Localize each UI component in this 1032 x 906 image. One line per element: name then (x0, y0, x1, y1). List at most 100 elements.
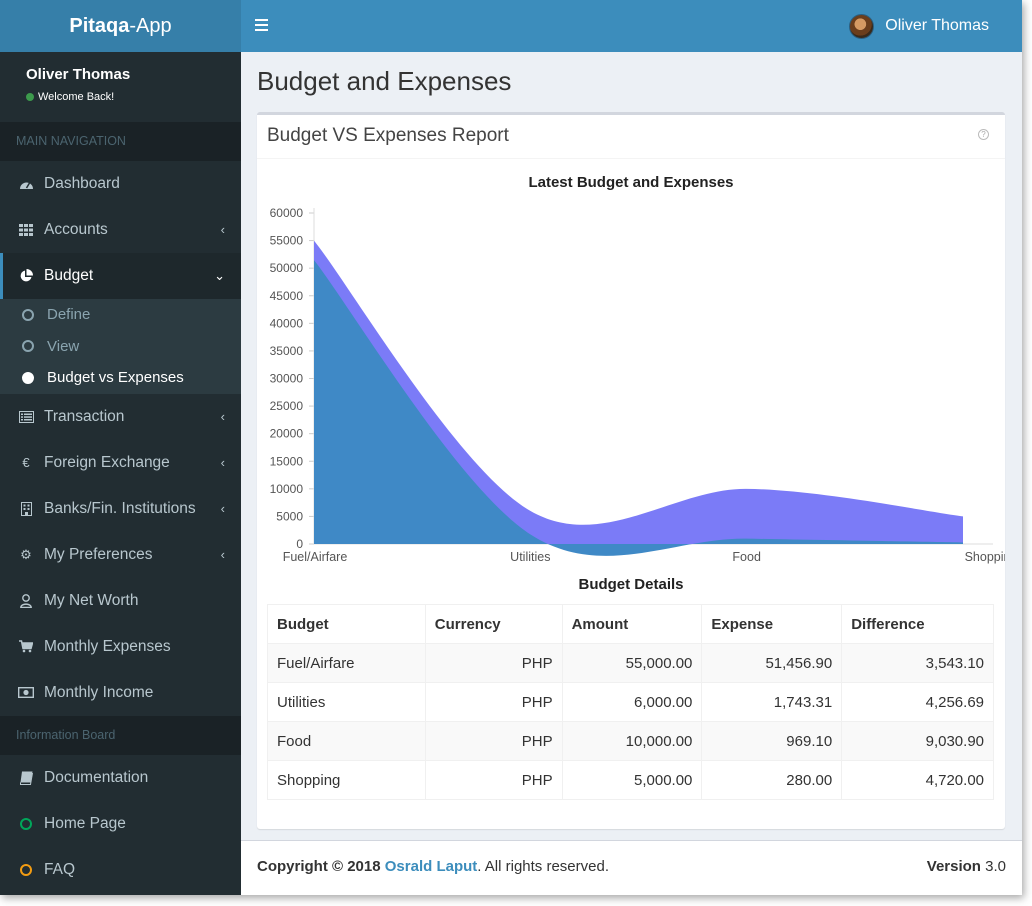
submenu-item-budget-vs-expenses[interactable]: Budget vs Expenses (0, 362, 241, 394)
submenu-item-define[interactable]: Define (0, 299, 241, 331)
y-tick-label: 30000 (270, 372, 304, 386)
sidebar-item-foreign-exchange[interactable]: € Foreign Exchange ‹ (0, 440, 241, 486)
sidebar-item-label: My Net Worth (44, 591, 139, 609)
column-header[interactable]: Currency (424, 604, 563, 644)
table-row: Food PHP 10,000.00 969.10 9,030.90 (267, 721, 994, 761)
cell-amount: 55,000.00 (561, 643, 703, 683)
rights-text: . All rights reserved. (477, 858, 609, 875)
cart-icon (18, 639, 34, 655)
version-info: Version 3.0 (927, 858, 1006, 875)
copyright: Copyright © 2018 Osrald Laput. All right… (257, 858, 609, 875)
sidebar-item-label: Monthly Expenses (44, 637, 171, 655)
cell-currency: PHP (424, 721, 563, 761)
circle-icon (22, 308, 34, 321)
sidebar-item-label: My Preferences (44, 545, 153, 563)
sidebar-item-documentation[interactable]: Documentation (0, 755, 241, 801)
sidebar-item-monthly-income[interactable]: Monthly Income (0, 670, 241, 716)
sidebar-item-label: FAQ (44, 860, 76, 878)
sidebar-item-accounts[interactable]: Accounts ‹ (0, 207, 241, 253)
page-title: Budget and Expenses (257, 66, 512, 96)
cell-amount: 6,000.00 (561, 682, 703, 722)
sidebar-item-banks[interactable]: Banks/Fin. Institutions ‹ (0, 486, 241, 532)
user-panel: Oliver Thomas Welcome Back! (0, 52, 241, 122)
sidebar-item-label: Transaction (44, 407, 125, 425)
cell-difference: 4,720.00 (841, 760, 994, 800)
report-box: Budget VS Expenses Report ? Latest Budge… (257, 112, 1018, 829)
user-icon (18, 593, 34, 609)
sidebar-item-label: Budget (44, 267, 94, 284)
cell-difference: 3,543.10 (841, 643, 994, 683)
table-row: Fuel/Airfare PHP 55,000.00 51,456.90 3,5… (267, 643, 994, 683)
submenu-label: View (47, 337, 80, 355)
column-header[interactable]: Budget (267, 604, 426, 644)
chevron-left-icon: ‹ (220, 546, 225, 562)
chevron-left-icon: ‹ (220, 222, 225, 237)
top-navbar: Oliver Thomas (241, 0, 1022, 52)
grid-icon (18, 222, 34, 238)
main-navigation-header: MAIN NAVIGATION (0, 122, 241, 161)
filled-circle-icon (22, 371, 34, 384)
column-header[interactable]: Difference (841, 604, 994, 644)
logo-bold: Pitaqa (69, 15, 130, 37)
x-tick-label: Shopping (965, 550, 1005, 564)
sidebar-item-dashboard[interactable]: Dashboard (0, 161, 241, 207)
y-tick-label: 5000 (276, 509, 303, 523)
area-chart: Latest Budget and Expenses 0 5000 10000 1500… (270, 174, 1018, 564)
budget-submenu: Define View Budget vs Expenses (0, 299, 241, 394)
sidebar-item-faq[interactable]: FAQ (0, 847, 241, 893)
sidebar-item-my-net-worth[interactable]: My Net Worth (0, 578, 241, 624)
box-title: Budget VS Expenses Report (267, 125, 509, 146)
y-tick-label: 25000 (270, 399, 304, 413)
money-icon (18, 685, 34, 701)
information-board-header: Information Board (0, 715, 241, 755)
user-menu[interactable]: Oliver Thomas (837, 0, 1022, 52)
area-series-1[interactable] (314, 260, 963, 556)
sidebar: Oliver Thomas Welcome Back! MAIN NAVIGAT… (0, 52, 241, 895)
logo-rest: -App (129, 15, 172, 37)
cell-budget: Utilities (267, 682, 426, 722)
chevron-left-icon: ‹ (220, 454, 225, 470)
submenu-item-view[interactable]: View (0, 331, 241, 363)
y-tick-label: 20000 (270, 427, 304, 441)
version-number: 3.0 (985, 858, 1006, 875)
area-series-0[interactable] (314, 240, 963, 544)
sidebar-item-budget[interactable]: Budget ⌄ (0, 253, 241, 299)
y-tick-label: 60000 (270, 206, 304, 220)
sidebar-item-label: Monthly Income (44, 683, 154, 701)
help-icon[interactable]: ? (978, 129, 989, 140)
list-alt-icon (18, 409, 34, 425)
app-logo[interactable]: Pitaqa-App (0, 0, 241, 52)
x-tick-label: Utilities (510, 550, 550, 564)
cell-budget: Fuel/Airfare (267, 643, 426, 683)
column-header[interactable]: Amount (561, 604, 703, 644)
sidebar-item-label: Documentation (44, 768, 149, 786)
pie-chart-icon (18, 268, 34, 284)
sidebar-item-home-page[interactable]: Home Page (0, 801, 241, 847)
sidebar-item-monthly-expenses[interactable]: Monthly Expenses (0, 624, 241, 670)
header-user-name: Oliver Thomas (885, 17, 989, 34)
sidebar-item-transaction[interactable]: Transaction ‹ (0, 394, 241, 440)
sidebar-toggle-icon[interactable] (255, 14, 271, 36)
chevron-down-icon: ⌄ (214, 268, 225, 283)
column-header[interactable]: Expense (701, 604, 843, 644)
building-icon (18, 501, 34, 517)
user-status: Welcome Back! (26, 91, 241, 103)
author-link[interactable]: Osrald Laput (384, 858, 478, 875)
chart-title: Latest Budget and Expenses (528, 174, 733, 191)
budget-details-table: Budget Currency Amount Expense Differenc… (267, 604, 994, 800)
online-dot-icon (26, 93, 34, 101)
cell-expense: 51,456.90 (701, 643, 843, 683)
sidebar-item-my-preferences[interactable]: ⚙ My Preferences ‹ (0, 532, 241, 578)
book-icon (18, 770, 34, 786)
gears-icon: ⚙ (20, 546, 32, 562)
sidebar-item-label: Accounts (44, 221, 108, 238)
cell-currency: PHP (424, 682, 563, 722)
table-row: Utilities PHP 6,000.00 1,743.31 4,256.69 (267, 682, 994, 722)
sidebar-item-label: Banks/Fin. Institutions (44, 499, 196, 517)
sidebar-item-label: Dashboard (44, 175, 120, 192)
footer: Copyright © 2018 Osrald Laput. All right… (241, 840, 1022, 895)
y-tick-label: 35000 (270, 344, 304, 358)
content-area: Budget and Expenses Budget VS Expenses R… (241, 52, 1022, 895)
y-tick-label: 0 (296, 537, 303, 551)
cell-expense: 280.00 (701, 760, 843, 800)
